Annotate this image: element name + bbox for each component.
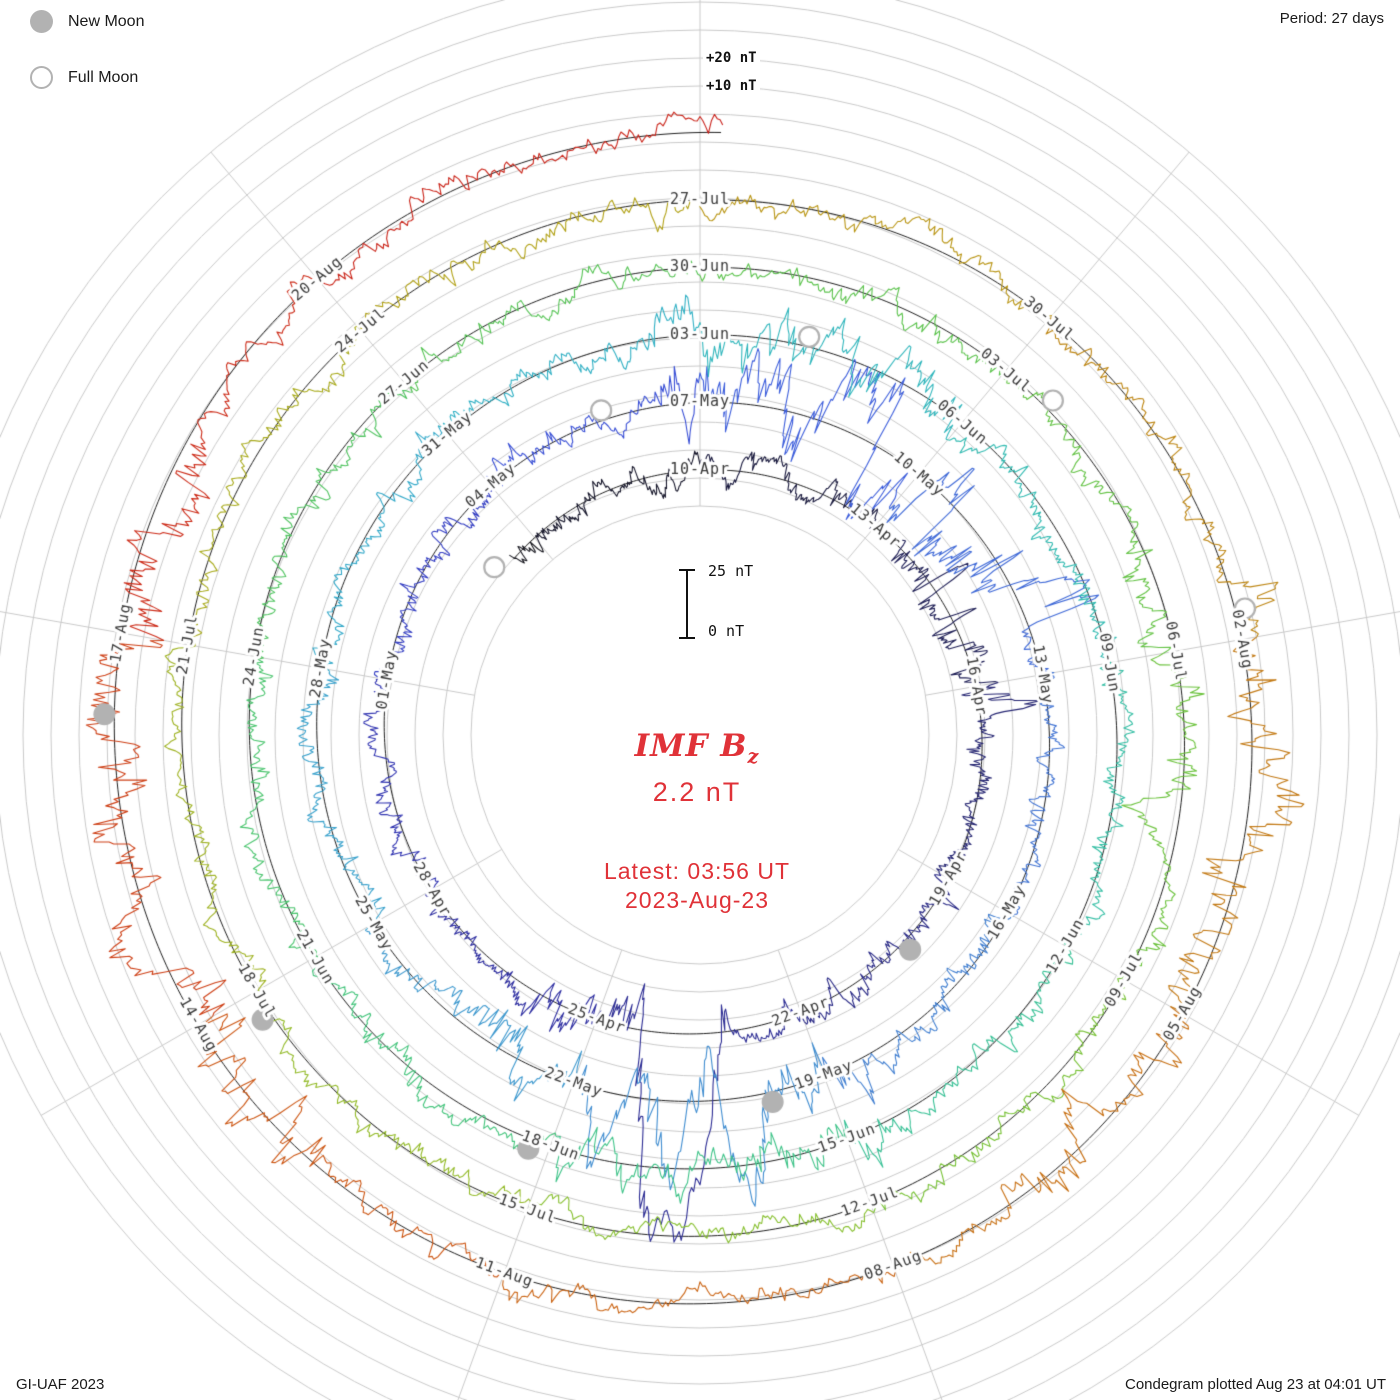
ring-label-plus20: +20 nT xyxy=(703,50,760,66)
full-moon-icon xyxy=(30,66,53,89)
scale-bar-max-label: 25 nT xyxy=(708,562,754,580)
scale-bar-zero-label: 0 nT xyxy=(708,622,745,640)
period-label: Period: 27 days xyxy=(1279,10,1384,27)
scale-bar-bottom-cap xyxy=(679,637,695,639)
center-value: 2.2 nT xyxy=(652,777,742,807)
new-moon-label: New Moon xyxy=(68,12,145,30)
plotted-timestamp-label: Condegram plotted Aug 23 at 04:01 UT xyxy=(1124,1376,1386,1393)
new-moon-icon xyxy=(30,10,53,33)
scale-bar-line xyxy=(686,570,688,638)
legend-full-moon: Full Moon xyxy=(30,66,138,89)
full-moon-label: Full Moon xyxy=(68,68,139,86)
scale-bar-top-cap xyxy=(679,569,695,571)
center-title-main: IMF B xyxy=(634,728,748,764)
center-title: IMF Bz xyxy=(0,728,1394,768)
legend-new-moon: New Moon xyxy=(30,10,144,33)
scale-bar: 25 nT 0 nT xyxy=(676,562,786,646)
credit-label: GI-UAF 2023 xyxy=(16,1376,105,1393)
center-title-subscript: z xyxy=(747,745,760,769)
latest-time-label: Latest: 03:56 UT xyxy=(603,858,791,884)
latest-date-label: 2023-Aug-23 xyxy=(625,887,769,913)
ring-label-plus10: +10 nT xyxy=(703,78,760,94)
